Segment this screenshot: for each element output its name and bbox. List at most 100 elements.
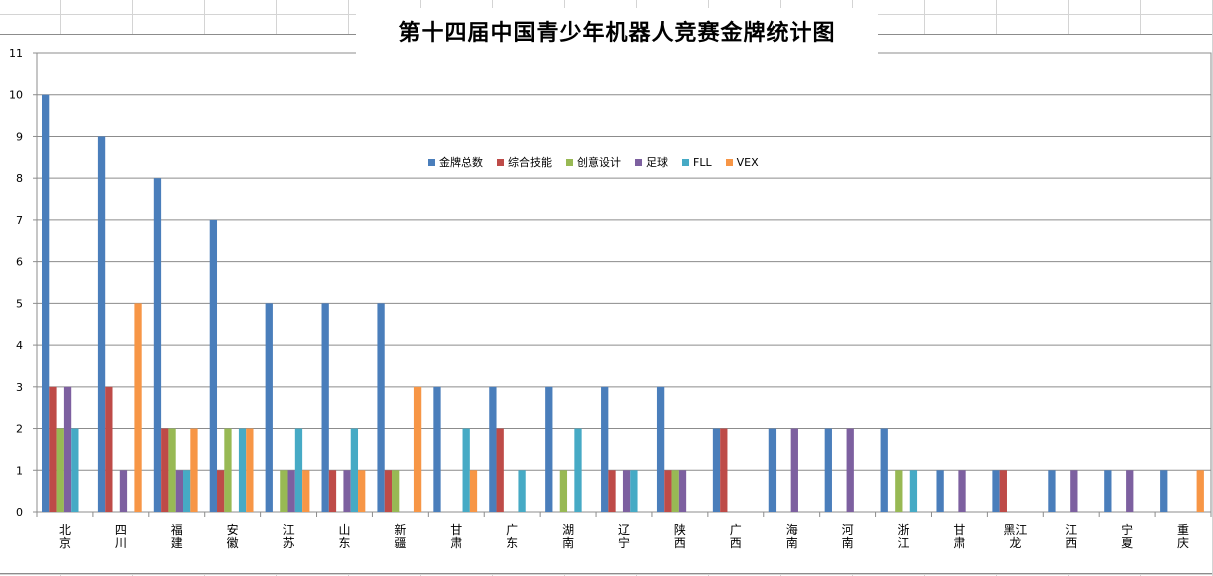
bar-综合技能 — [664, 470, 672, 512]
bar-FLL — [71, 428, 79, 512]
bar-创意设计 — [392, 470, 400, 512]
x-category-label: 浙江 — [898, 523, 910, 550]
bar-金牌总数 — [880, 428, 888, 512]
bar-VEX — [246, 428, 254, 512]
legend-label: 金牌总数 — [439, 156, 483, 169]
bar-金牌总数 — [153, 178, 162, 512]
chart-title-box[interactable]: 第十四届中国青少年机器人竞赛金牌统计图 — [356, 8, 878, 54]
bar-足球 — [1126, 470, 1134, 512]
bar-创意设计 — [671, 470, 679, 512]
bar-FLL — [294, 428, 303, 512]
legend-label: FLL — [693, 155, 712, 169]
x-category-label: 河南 — [842, 523, 854, 550]
legend-swatch — [635, 158, 642, 166]
y-tick-label: 2 — [16, 423, 23, 436]
bar-足球 — [1070, 470, 1078, 512]
legend-item: 金牌总数 — [428, 154, 483, 170]
x-category-label: 湖南 — [562, 522, 574, 550]
legend-label: 综合技能 — [508, 156, 552, 169]
x-category-label: 江苏 — [283, 523, 295, 550]
x-category-label: 辽宁 — [618, 523, 630, 550]
bar-金牌总数 — [768, 428, 777, 512]
y-tick-label: 3 — [16, 381, 23, 394]
legend-item: VEX — [725, 155, 759, 169]
bar-综合技能 — [720, 428, 728, 512]
bar-足球 — [175, 470, 184, 512]
bar-综合技能 — [49, 386, 57, 512]
legend-item: FLL — [682, 156, 712, 169]
y-tick-label: 11 — [9, 47, 23, 60]
bar-综合技能 — [328, 470, 337, 512]
bar-足球 — [119, 470, 128, 512]
x-category-label: 广东 — [506, 523, 518, 550]
bar-金牌总数 — [97, 136, 106, 513]
y-tick-label: 6 — [16, 256, 23, 269]
bar-金牌总数 — [992, 470, 1000, 512]
bar-创意设计 — [559, 470, 568, 512]
x-category-label: 陕西 — [674, 522, 686, 550]
chart-legend[interactable]: 金牌总数 综合技能 创意设计 足球 FLL VEX — [428, 152, 759, 172]
bar-VEX — [190, 428, 198, 512]
x-category-label: 北京 — [59, 523, 71, 550]
bar-金牌总数 — [824, 428, 832, 512]
y-tick-label: 0 — [16, 506, 23, 519]
bar-FLL — [183, 470, 191, 512]
bar-VEX — [302, 470, 310, 512]
bar-金牌总数 — [321, 303, 329, 512]
bar-创意设计 — [56, 428, 64, 512]
y-tick-label: 10 — [9, 89, 23, 102]
bar-金牌总数 — [265, 303, 273, 512]
bar-金牌总数 — [1048, 470, 1056, 512]
x-category-label: 甘肃 — [450, 523, 462, 550]
legend-item: 创意设计 — [566, 154, 621, 170]
bar-VEX — [413, 386, 422, 512]
y-tick-label: 8 — [16, 172, 23, 185]
bar-FLL — [574, 428, 582, 512]
legend-swatch — [682, 158, 689, 166]
bar-VEX — [358, 470, 366, 512]
bar-金牌总数 — [712, 428, 721, 512]
bar-综合技能 — [105, 386, 113, 512]
y-tick-label: 9 — [16, 130, 23, 143]
chart-title: 第十四届中国青少年机器人竞赛金牌统计图 — [398, 21, 836, 46]
bar-综合技能 — [999, 470, 1007, 512]
y-tick-label: 4 — [16, 339, 23, 352]
bar-足球 — [678, 470, 687, 512]
x-category-label: 海南 — [786, 522, 798, 550]
bar-金牌总数 — [656, 386, 665, 512]
x-category-label: 宁夏 — [1121, 522, 1133, 550]
x-category-label: 黑江龙 — [1003, 523, 1027, 550]
legend-swatch — [725, 158, 733, 166]
bar-足球 — [790, 428, 798, 512]
bar-金牌总数 — [209, 219, 218, 512]
bar-VEX — [1196, 470, 1204, 512]
bar-足球 — [287, 470, 295, 512]
bar-FLL — [630, 470, 638, 512]
x-category-label: 重庆 — [1177, 523, 1189, 550]
bar-创意设计 — [895, 470, 903, 512]
x-category-label: 福建 — [171, 522, 183, 550]
x-category-label: 山东 — [338, 523, 350, 550]
bar-金牌总数 — [936, 470, 944, 512]
y-tick-label: 7 — [16, 214, 23, 227]
legend-swatch — [497, 158, 504, 166]
bar-创意设计 — [280, 470, 288, 512]
x-category-label: 江西 — [1065, 523, 1077, 550]
legend-label: 足球 — [646, 156, 668, 169]
bar-足球 — [958, 470, 966, 512]
bar-创意设计 — [168, 428, 176, 512]
bar-FLL — [238, 428, 247, 512]
bar-FLL — [350, 428, 359, 512]
bar-金牌总数 — [489, 386, 497, 512]
bar-金牌总数 — [545, 386, 553, 512]
bar-FLL — [462, 428, 470, 512]
x-category-label: 广西 — [730, 523, 742, 550]
legend-label: VEX — [736, 155, 759, 169]
bar-综合技能 — [217, 470, 225, 512]
legend-item: 综合技能 — [497, 154, 552, 170]
bar-综合技能 — [496, 428, 504, 512]
bar-综合技能 — [161, 428, 169, 512]
legend-swatch — [566, 158, 573, 166]
x-category-label: 甘肃 — [953, 523, 965, 550]
